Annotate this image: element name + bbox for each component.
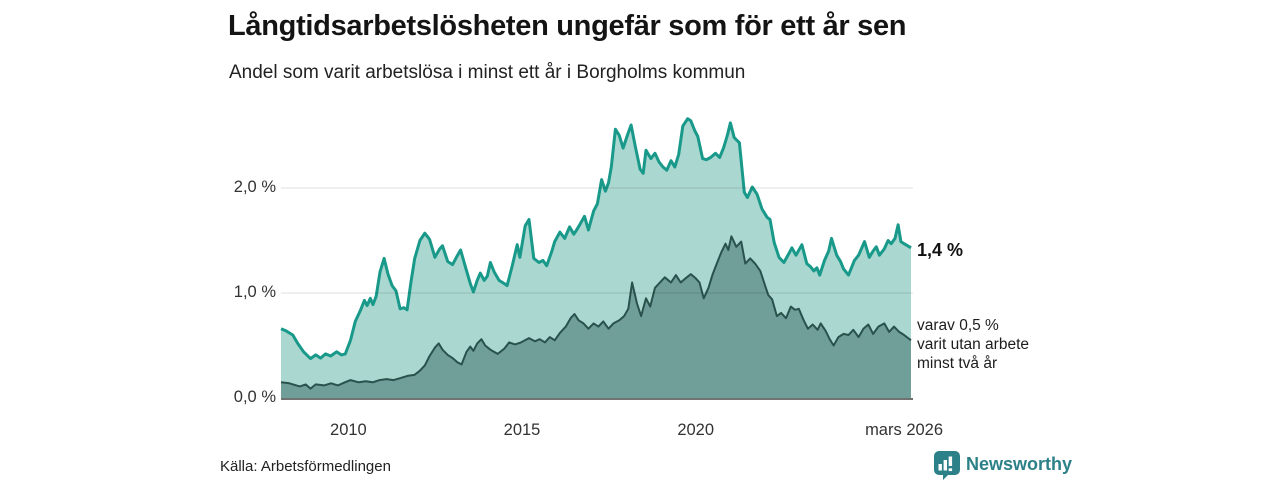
y-tick-label: 2,0 % bbox=[233, 178, 276, 196]
x-tick-label: mars 2026 bbox=[865, 421, 944, 439]
y-tick-label: 1,0 % bbox=[233, 283, 276, 301]
annotation-line-1: varav 0,5 % bbox=[917, 317, 999, 334]
latest-value-label: 1,4 % bbox=[917, 240, 964, 260]
newsworthy-logo-icon bbox=[934, 451, 960, 480]
chart-title: Långtidsarbetslösheten ungefär som för e… bbox=[228, 10, 907, 42]
chart-plot-areas bbox=[280, 117, 912, 398]
newsworthy-wordmark: Newsworthy bbox=[966, 454, 1073, 474]
series-line-one-year bbox=[280, 117, 912, 361]
annotation-line-2: varit utan arbete bbox=[917, 336, 1030, 353]
y-tick-label: 0,0 % bbox=[233, 388, 276, 406]
x-tick-label: 2010 bbox=[330, 421, 367, 439]
x-tick-label: 2020 bbox=[677, 421, 715, 439]
x-tick-label: 2015 bbox=[503, 421, 541, 439]
annotation-line-3: minst två år bbox=[917, 355, 998, 372]
series-area-two-years bbox=[281, 236, 911, 398]
chart-subtitle: Andel som varit arbetslösa i minst ett å… bbox=[229, 62, 746, 83]
chart-gridlines bbox=[281, 187, 913, 294]
series-line-two-years bbox=[280, 235, 912, 390]
source-attribution: Källa: Arbetsförmedlingen bbox=[220, 458, 391, 475]
secondary-series-annotation: varav 0,5 % varit utan arbete minst två … bbox=[917, 316, 1029, 373]
